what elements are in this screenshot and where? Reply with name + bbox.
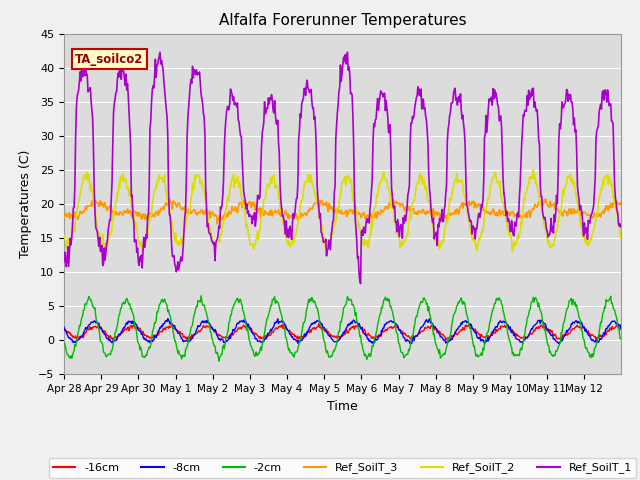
Y-axis label: Temperatures (C): Temperatures (C) [19, 150, 33, 258]
Title: Alfalfa Forerunner Temperatures: Alfalfa Forerunner Temperatures [219, 13, 466, 28]
Text: TA_soilco2: TA_soilco2 [75, 53, 143, 66]
X-axis label: Time: Time [327, 400, 358, 413]
Legend: -16cm, -8cm, -2cm, Ref_SoilT_3, Ref_SoilT_2, Ref_SoilT_1: -16cm, -8cm, -2cm, Ref_SoilT_3, Ref_Soil… [49, 458, 636, 478]
